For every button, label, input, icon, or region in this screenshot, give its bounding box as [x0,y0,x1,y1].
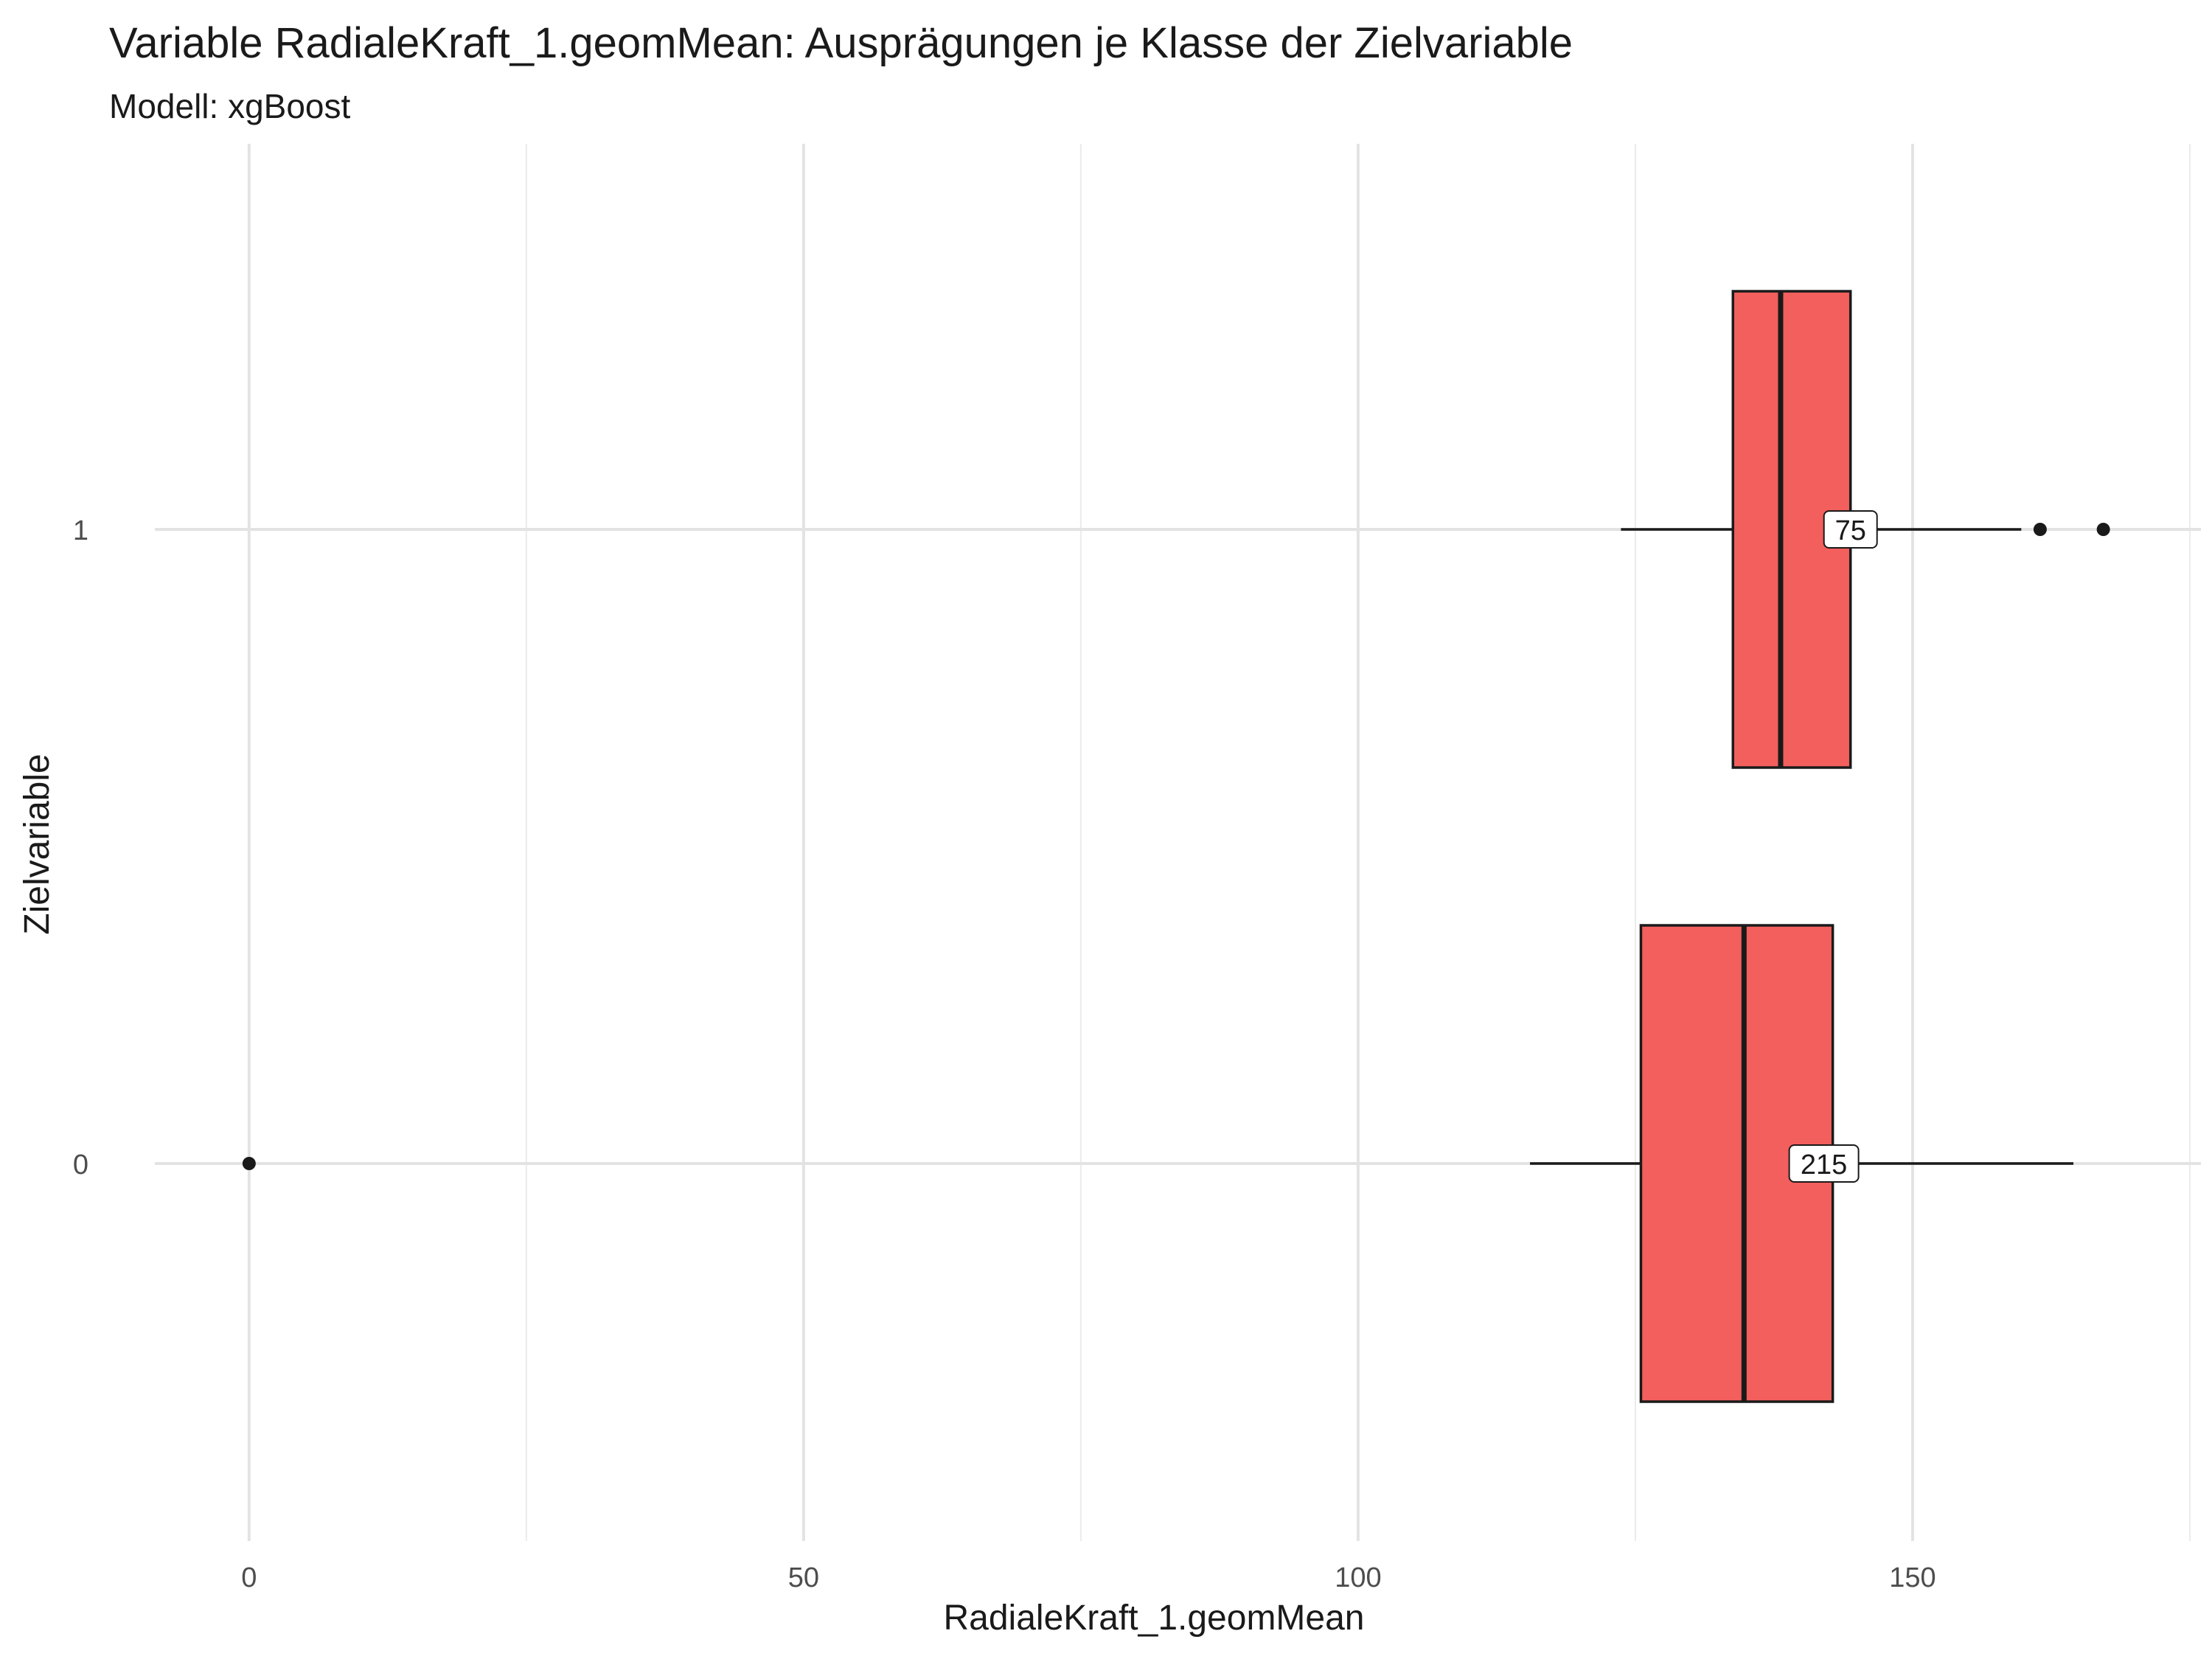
x-axis-title: RadialeKraft_1.geomMean [943,1599,1364,1638]
y-tick-label: 1 [73,515,88,546]
y-axis-title: Zielvariable [18,754,57,934]
chart-title: Variable RadialeKraft_1.geomMean: Ausprä… [109,19,1573,67]
chart-subtitle: Modell: xgBoost [109,87,350,125]
outlier-point [242,1157,256,1170]
x-tick-label: 100 [1335,1562,1381,1593]
count-label-box [1788,1144,1860,1183]
x-tick-label: 0 [241,1562,257,1593]
x-tick-label: 50 [788,1562,819,1593]
boxplot-0: 215 [242,924,2074,1403]
outlier-point [2033,523,2047,536]
boxes: 215 75 [242,290,2110,1403]
count-label: 215 [1801,1150,1847,1180]
axis-ticks: 0 50 100 150 0 1 [73,515,1936,1593]
count-label-box [1823,510,1878,549]
grid-lines [155,144,2201,1541]
outlier-point [2096,523,2110,536]
y-tick-label: 0 [73,1150,88,1180]
boxplot-1: 75 [1621,290,2110,769]
x-tick-label: 150 [1889,1562,1935,1593]
count-label: 75 [1835,515,1866,546]
